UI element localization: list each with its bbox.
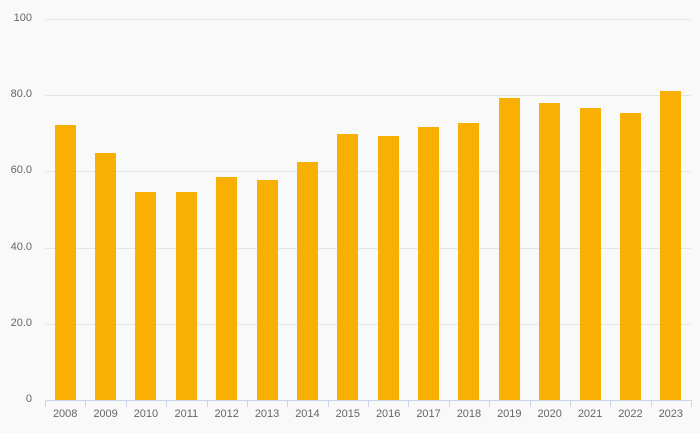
x-axis-tick	[206, 400, 208, 407]
bar	[337, 134, 359, 400]
x-axis-category-label: 2008	[52, 408, 78, 420]
y-axis-tick-label: 0	[25, 393, 32, 405]
bar	[579, 107, 601, 400]
x-axis-category-label: 2020	[537, 408, 562, 420]
bar	[498, 97, 520, 400]
x-axis-tick	[287, 400, 289, 407]
x-axis-tick	[246, 400, 248, 407]
x-axis-tick	[125, 400, 127, 407]
gridline	[45, 247, 691, 249]
bar	[660, 90, 682, 400]
x-axis-category-label: 2014	[295, 408, 320, 420]
bar	[54, 124, 76, 400]
x-axis-category-label: 2016	[375, 408, 401, 420]
bar	[619, 113, 641, 400]
x-axis-tick	[166, 400, 168, 407]
bar	[135, 191, 157, 400]
bar	[458, 122, 480, 400]
x-axis-category-label: 2010	[133, 408, 159, 420]
x-axis-tick	[610, 400, 612, 407]
x-axis-category-label: 2019	[497, 408, 522, 420]
y-axis-tick-label: 20.0	[10, 316, 32, 329]
x-axis-tick	[569, 400, 571, 407]
x-axis-category-label: 2022	[618, 408, 643, 420]
x-axis-tick	[691, 400, 692, 407]
x-axis-tick	[368, 400, 369, 407]
gridline	[45, 95, 691, 97]
x-axis-tick	[85, 400, 87, 407]
x-axis-category-label: 2017	[416, 408, 441, 420]
gridline	[45, 171, 691, 173]
y-axis-tick-label: 80.0	[10, 88, 32, 101]
x-axis-category-label: 2018	[456, 408, 482, 420]
bar	[296, 162, 318, 400]
bar	[216, 177, 238, 400]
x-axis-category-label: 2021	[577, 408, 603, 420]
y-axis-tick-label: 40.0	[10, 240, 32, 253]
bar	[377, 135, 399, 400]
x-axis-category-label: 2011	[174, 408, 199, 420]
x-axis-category-label: 2013	[254, 408, 280, 420]
x-axis-tick	[327, 400, 329, 407]
bar	[175, 191, 197, 400]
x-axis-tick	[408, 400, 410, 407]
bar	[256, 179, 278, 400]
x-axis-tick	[489, 400, 491, 407]
gridline	[45, 19, 691, 20]
bar	[539, 102, 561, 400]
x-axis-tick	[650, 400, 652, 407]
gridline	[45, 323, 691, 325]
x-axis-category-label: 2012	[214, 408, 239, 420]
x-axis-category-label: 2015	[335, 408, 361, 420]
y-axis-tick-label: 100	[13, 12, 32, 24]
x-axis-category-label: 2009	[93, 408, 118, 420]
x-axis-tick	[448, 400, 450, 407]
bar	[418, 127, 440, 400]
y-axis-tick-label: 60.0	[10, 164, 32, 177]
x-axis-category-label: 2023	[658, 408, 684, 420]
bar	[95, 152, 117, 400]
x-axis-tick	[529, 400, 531, 407]
x-axis-tick	[45, 400, 46, 407]
